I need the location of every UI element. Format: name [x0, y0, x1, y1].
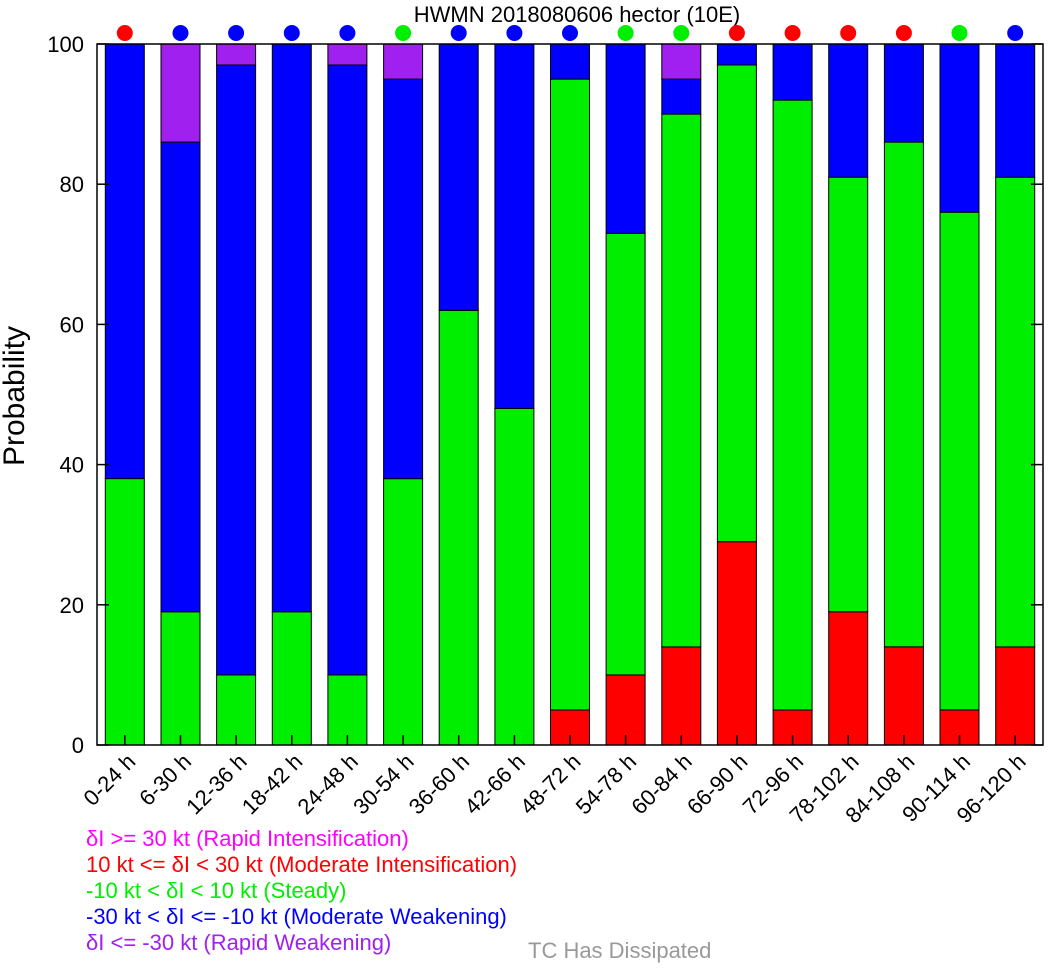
bar-segment-st-1 [160, 611, 201, 746]
intensity-dot-4 [339, 25, 356, 41]
bar-segment-st-8 [550, 78, 590, 711]
bar-segment-mw-15 [939, 43, 980, 213]
bar-segment-mw-12 [772, 43, 813, 101]
bar-segment-st-2 [216, 674, 257, 746]
x-tick-label-9: 54-78 h [571, 749, 641, 819]
x-tick-label-0: 0-24 h [79, 749, 141, 811]
bar-segment-mw-2 [216, 64, 257, 676]
bar-segment-st-12 [772, 99, 813, 711]
bar-segment-mw-16 [995, 43, 1036, 178]
legend-item-3: -30 kt < δI <= -10 kt (Moderate Weakenin… [86, 904, 507, 929]
bar-segment-mw-11 [716, 43, 757, 66]
bar-segment-mw-4 [327, 64, 368, 676]
legend: δI >= 30 kt (Rapid Intensification) 10 kt… [86, 826, 517, 956]
x-tick-label-7: 42-66 h [459, 749, 529, 819]
intensity-dot-1 [172, 25, 189, 41]
x-tick-label-4: 24-48 h [292, 749, 362, 819]
intensity-dot-8 [562, 25, 578, 41]
intensity-dot-13 [840, 25, 857, 41]
intensity-dot-9 [617, 25, 634, 41]
x-tick-label-2: 12-36 h [181, 749, 251, 819]
y-tick-label-2: 40 [60, 453, 84, 478]
x-tick-label-3: 18-42 h [237, 749, 307, 819]
legend-item-2: -10 kt < δI < 10 kt (Steady) [86, 878, 347, 903]
intensity-dot-11 [728, 25, 745, 41]
bar-segment-mw-0 [104, 43, 145, 480]
bar-segment-st-3 [271, 611, 312, 746]
intensity-dot-6 [450, 25, 467, 41]
bar-segment-mw-7 [494, 43, 535, 409]
intensity-dot-0 [116, 25, 133, 41]
x-tick-label-5: 30-54 h [348, 749, 418, 819]
bar-segment-rw-2 [216, 43, 257, 66]
bar-segment-st-14 [883, 141, 924, 648]
bar-segment-st-9 [605, 232, 646, 676]
bar-segment-mi-16 [995, 646, 1036, 746]
bar-segment-st-15 [939, 211, 980, 711]
y-tick-label-1: 20 [60, 593, 84, 618]
x-tick-label-10: 60-84 h [626, 749, 696, 819]
bar-segment-mw-9 [605, 43, 646, 234]
bar-segment-mi-10 [661, 646, 702, 746]
intensity-dot-3 [283, 25, 300, 41]
bar-segment-st-11 [716, 64, 757, 543]
bar-segment-rw-4 [327, 43, 368, 66]
intensity-dot-16 [1007, 25, 1024, 41]
bar-segment-st-10 [661, 113, 702, 648]
intensity-dots-layer [116, 25, 1024, 41]
bar-segment-st-0 [104, 478, 145, 746]
y-axis-label: Probability [0, 326, 31, 466]
x-tick-label-8: 48-72 h [515, 749, 585, 819]
bar-segment-mi-11 [716, 541, 757, 746]
bar-segment-mi-13 [828, 611, 869, 746]
y-tick-label-4: 80 [60, 172, 84, 197]
bar-segment-mw-3 [271, 43, 312, 613]
y-tick-label-0: 0 [72, 733, 84, 758]
bar-segment-mw-6 [438, 43, 479, 311]
intensity-dot-5 [395, 25, 412, 41]
intensity-dot-2 [228, 25, 245, 41]
bar-segment-mi-9 [605, 674, 646, 746]
dissipated-label: TC Has Dissipated [528, 938, 712, 963]
chart-title: HWMN 2018080606 hector (10E) [414, 2, 741, 27]
bar-segment-st-7 [494, 408, 535, 746]
x-tick-label-11: 66-90 h [682, 749, 752, 819]
y-tick-label-5: 100 [47, 32, 84, 57]
bar-segment-mw-14 [883, 43, 924, 143]
bar-segment-rw-10 [661, 43, 702, 80]
bar-segment-st-4 [327, 674, 368, 746]
intensity-dot-7 [506, 25, 523, 41]
bar-segment-rw-1 [160, 43, 201, 143]
bar-segment-mw-5 [383, 78, 424, 480]
bar-segment-st-16 [995, 176, 1036, 648]
intensity-dot-14 [895, 25, 912, 41]
bar-segment-rw-5 [383, 43, 424, 80]
bar-segment-mw-1 [160, 141, 201, 613]
bar-segment-st-6 [438, 309, 479, 746]
plot-frame [96, 43, 1044, 746]
legend-item-1: 10 kt <= δI < 30 kt (Moderate Intensific… [86, 852, 518, 877]
legend-item-4: δI <= -30 kt (Rapid Weakening) [86, 930, 392, 955]
intensity-dot-15 [951, 25, 968, 41]
bar-segment-mw-8 [550, 43, 590, 80]
bars-layer [104, 43, 1036, 746]
intensity-dot-12 [784, 25, 801, 41]
bar-segment-mw-10 [661, 78, 702, 115]
intensity-dot-10 [673, 25, 690, 41]
legend-item-0: δI >= 30 kt (Rapid Intensification) [86, 826, 409, 851]
bar-segment-mw-13 [828, 43, 869, 178]
bar-segment-st-13 [828, 176, 869, 613]
bar-segment-mi-14 [883, 646, 924, 746]
y-tick-label-3: 60 [60, 312, 84, 337]
bar-segment-st-5 [383, 478, 424, 746]
x-tick-label-6: 36-60 h [404, 749, 474, 819]
